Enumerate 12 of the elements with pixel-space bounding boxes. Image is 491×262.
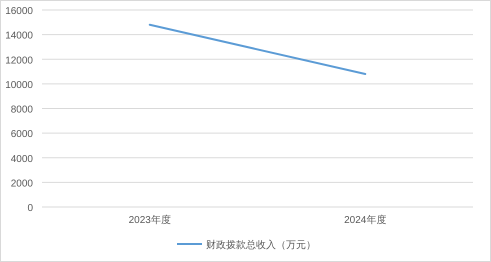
x-tick-label: 2024年度 — [344, 214, 386, 226]
y-tick-label: 6000 — [10, 129, 34, 140]
y-tick-label: 4000 — [10, 154, 34, 165]
x-tick-label: 2023年度 — [128, 214, 171, 226]
y-tick-label: 2000 — [10, 178, 34, 190]
y-tick-label: 16000 — [5, 6, 34, 17]
y-tick-label: 14000 — [5, 30, 34, 42]
y-tick-label: 10000 — [5, 80, 34, 91]
y-tick-label: 0 — [27, 203, 34, 214]
y-tick-label: 12000 — [5, 55, 34, 66]
y-tick-label: 8000 — [10, 104, 34, 116]
legend-label: 财政拨款总收入（万元） — [206, 239, 316, 251]
